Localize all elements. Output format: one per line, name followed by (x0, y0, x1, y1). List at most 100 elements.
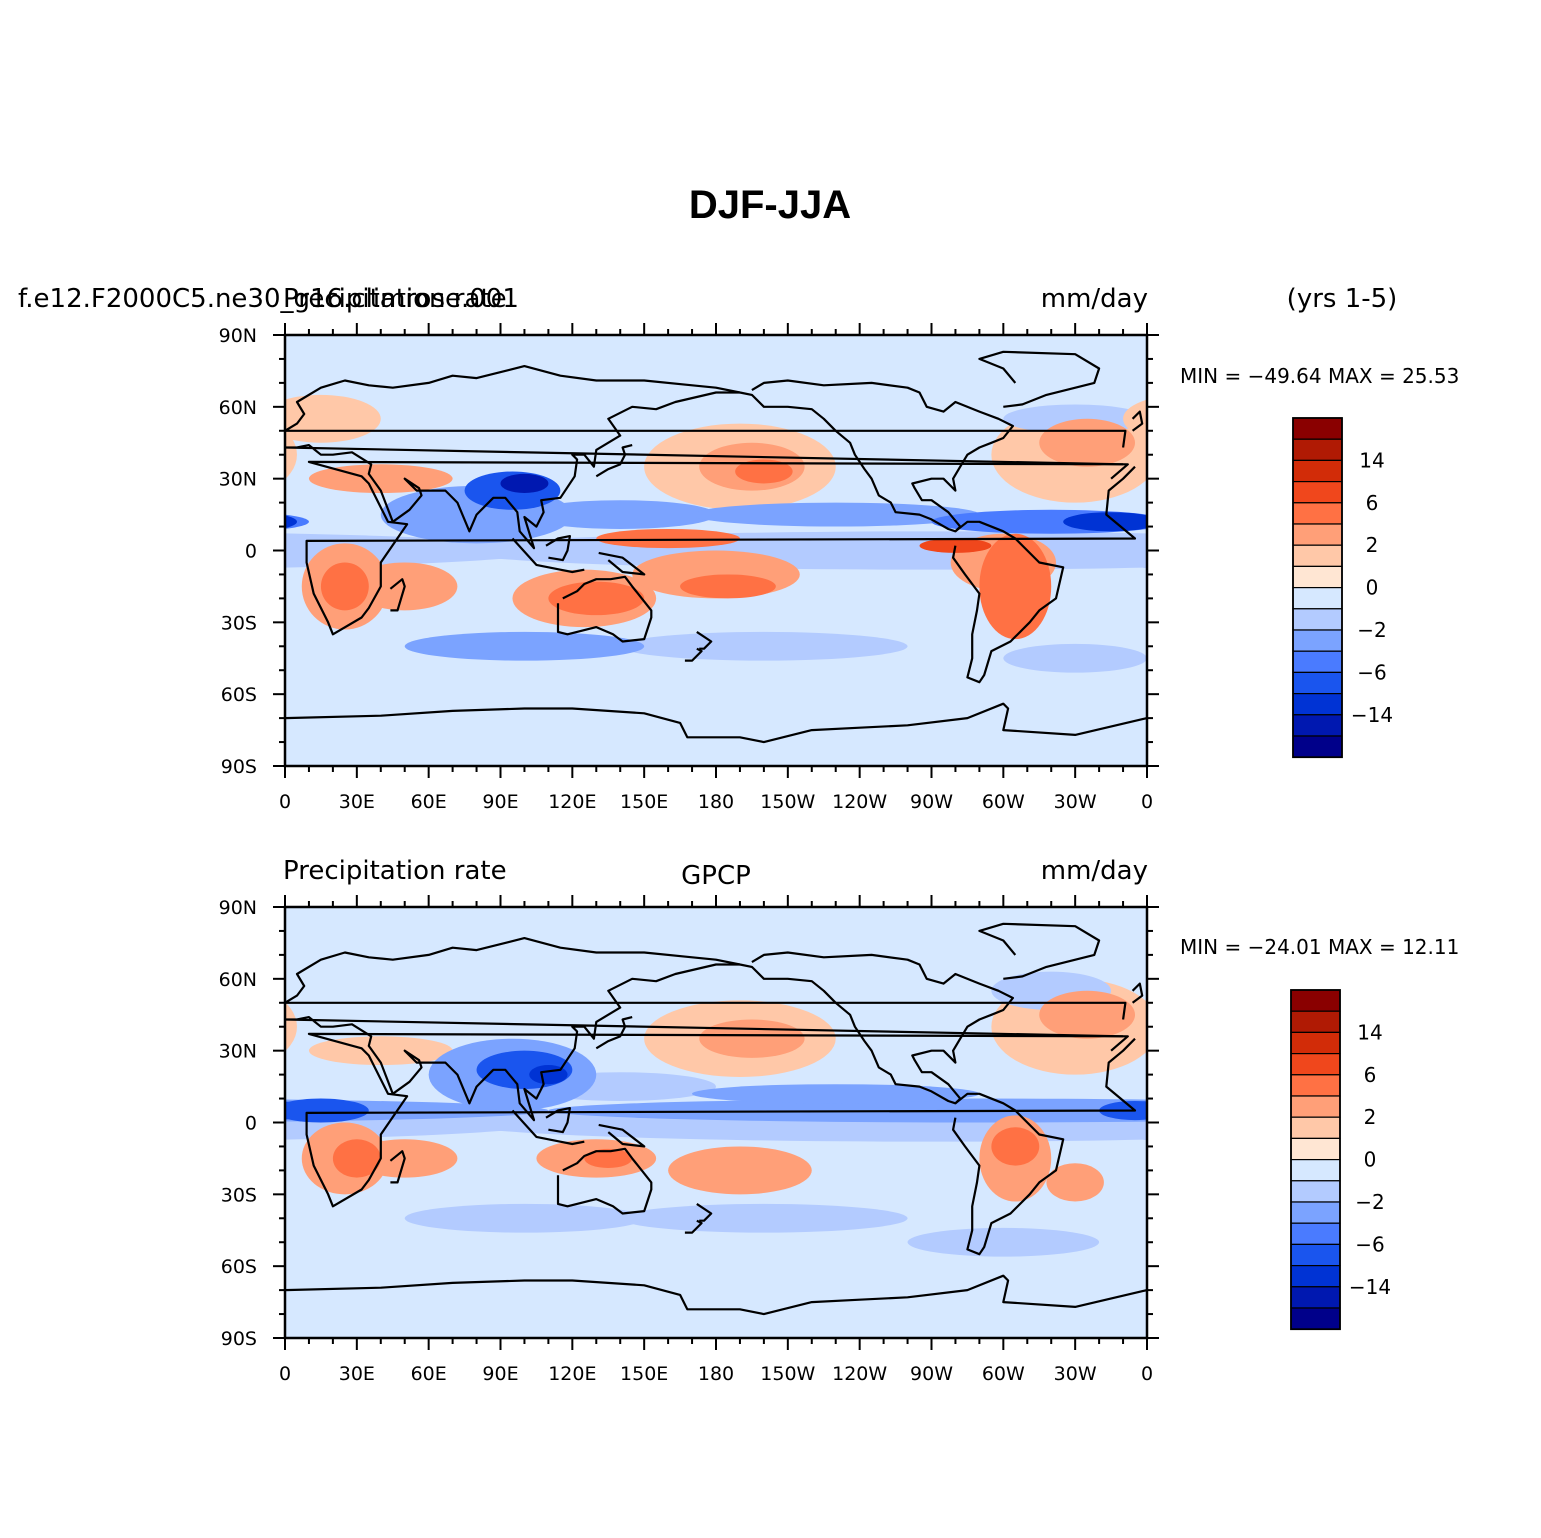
field-contour (285, 1098, 369, 1123)
x-tick-label: 30W (1054, 791, 1097, 813)
x-tick-label: 0 (1141, 1363, 1153, 1385)
field-contour (907, 1227, 1100, 1257)
x-tick-label: 150E (620, 1363, 668, 1385)
coastline (1131, 982, 1144, 1004)
coastline (595, 444, 633, 478)
panel2-colorbar: 14 6 2 0 −2 −6 −14 (1290, 989, 1391, 1331)
field-contour (141, 644, 285, 673)
coastline (951, 520, 1065, 684)
field-contour (1494, 551, 1541, 599)
coastline (285, 1274, 1147, 1316)
colorbar-box (1292, 735, 1343, 758)
x-tick-label: 120W (832, 1363, 887, 1385)
x-tick-label: 60W (982, 791, 1025, 813)
field-contour (1123, 399, 1147, 438)
colorbar-box (1292, 671, 1343, 695)
field-contour (1039, 418, 1136, 467)
field-contour (285, 514, 309, 529)
colorbar-box (1292, 481, 1343, 504)
field-contour (1391, 1065, 1429, 1084)
field-contour (1315, 531, 1541, 569)
colorbar-label: 0 (1364, 1148, 1377, 1172)
coastline (511, 1109, 585, 1146)
field-contour (1530, 1146, 1541, 1194)
colorbar-label: −6 (1355, 1232, 1384, 1256)
colorbar-box (1292, 544, 1343, 568)
field-contour (58, 539, 130, 553)
field-contour (620, 631, 908, 661)
field-contour (668, 1146, 812, 1195)
x-tick-label: 180 (698, 1363, 734, 1385)
field-contour (0, 1204, 46, 1233)
colorbar-box (1292, 586, 1343, 610)
coastline (285, 391, 1124, 550)
colorbar-label: 14 (1359, 448, 1384, 472)
y-tick-label: 30N (219, 469, 257, 491)
coastline (285, 702, 1147, 744)
panel2-min-max: MIN = −24.01 MAX = 12.11 (1180, 935, 1459, 959)
x-tick-label: 150E (620, 791, 668, 813)
y-tick-label: 30S (221, 1184, 257, 1206)
panel2-ticks: 0 30E 60E 90E 120E 150E 180 150W 120W 90W 60W 30W 09… (219, 895, 1159, 1385)
field-contour (404, 1203, 645, 1233)
x-tick-label: 0 (279, 1363, 291, 1385)
panel1-colorbar: 14 6 2 0 −2 −6 −14 (1292, 417, 1393, 759)
colorbar-label: 6 (1366, 491, 1379, 515)
coastline (389, 578, 406, 612)
coastline (739, 951, 1015, 1105)
colorbar-box (1290, 1137, 1341, 1161)
field-contour (596, 528, 740, 549)
years-label: (yrs 1-5) (1287, 284, 1398, 314)
y-tick-label: 0 (245, 541, 257, 563)
field-contour (177, 419, 273, 467)
field-contour (692, 502, 980, 527)
field-contour (1506, 424, 1541, 510)
colorbar-box (1290, 1222, 1341, 1245)
y-tick-label: 30N (219, 1041, 257, 1063)
colorbar-box (1292, 417, 1343, 440)
colorbar-label: 2 (1366, 533, 1379, 557)
colorbar-box (1290, 1158, 1341, 1182)
y-tick-label: 90S (221, 1328, 257, 1350)
x-tick-label: 180 (698, 791, 734, 813)
field-contour (1046, 1163, 1104, 1202)
panel-model: f.e12.F2000C5.ne30_g16.climrose.001 Prec… (18, 284, 1541, 813)
field-contour (699, 1019, 805, 1058)
panel-gpcp: Precipitation rate GPCP mm/day 0 30E 60E 90… (0, 856, 1541, 1385)
field-contour (524, 500, 716, 529)
x-tick-label: 90W (910, 791, 953, 813)
colorbar-box (1290, 1074, 1341, 1097)
x-tick-label: 60W (982, 1363, 1025, 1385)
colorbar-box (1290, 1201, 1341, 1224)
colorbar-box (1290, 1095, 1341, 1118)
field-contour (117, 534, 189, 639)
colorbar-label: −14 (1349, 1275, 1391, 1299)
coastline (511, 537, 585, 574)
coastline (389, 1150, 406, 1184)
panel2-variable-header: Precipitation rate (283, 856, 507, 886)
field-contour (404, 631, 645, 661)
field-contour (1195, 1139, 1243, 1177)
colorbar-label: 14 (1357, 1020, 1382, 1044)
field-contour (285, 430, 297, 480)
colorbar-box (1290, 1031, 1341, 1055)
x-tick-label: 150W (760, 1363, 815, 1385)
field-contour (620, 1203, 908, 1233)
colorbar-box (1290, 1286, 1341, 1309)
y-tick-label: 90N (219, 897, 257, 919)
coastline (739, 379, 1015, 533)
field-contour (1410, 582, 1506, 616)
field-contour (117, 1115, 189, 1201)
y-tick-label: 60N (219, 969, 257, 991)
x-tick-label: 90E (482, 1363, 518, 1385)
field-contour (1386, 500, 1541, 529)
x-tick-label: 60E (411, 1363, 447, 1385)
colorbar-box (1292, 502, 1343, 525)
colorbar-box (1292, 565, 1343, 589)
x-tick-label: 0 (1141, 791, 1153, 813)
colorbar-box (1290, 1180, 1341, 1203)
field-contour (1506, 1000, 1541, 1077)
y-tick-label: 60N (219, 397, 257, 419)
colorbar-box (1292, 650, 1343, 674)
